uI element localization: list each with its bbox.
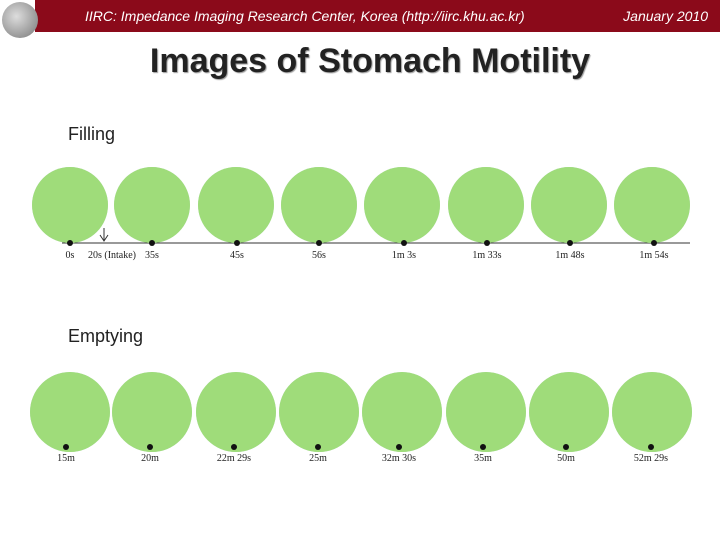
logo [2, 2, 38, 38]
timeline-dot [315, 444, 321, 450]
image-bg [531, 167, 607, 243]
timeline-dot [480, 444, 486, 450]
time-label: 32m 30s [382, 453, 416, 464]
time-label: 20s (Intake) [88, 250, 136, 261]
image-bg [364, 167, 440, 243]
image-bg [279, 372, 359, 452]
slide-title: Images of Stomach Motility [149, 42, 591, 80]
timeline-dot [651, 240, 657, 246]
image-bg [612, 372, 692, 452]
intake-arrow-head [99, 234, 109, 242]
timeline-dot [147, 444, 153, 450]
timeline-dot [567, 240, 573, 246]
time-label: 35m [474, 453, 492, 464]
time-label: 22m 29s [217, 453, 251, 464]
timeline-dot [234, 240, 240, 246]
image-bg [614, 167, 690, 243]
timeline-dot [63, 444, 69, 450]
image-bg [529, 372, 609, 452]
timeline-dot [316, 240, 322, 246]
image-bg [196, 372, 276, 452]
time-label: 52m 29s [634, 453, 668, 464]
header-bar: IIRC: Impedance Imaging Research Center,… [35, 0, 720, 32]
section-label: Filling [68, 124, 116, 144]
time-label: 1m 48s [555, 250, 584, 261]
header-title: IIRC: Impedance Imaging Research Center,… [85, 8, 525, 24]
timeline-dot [67, 240, 73, 246]
timeline-dot [231, 444, 237, 450]
image-bg [362, 372, 442, 452]
image-bg [30, 372, 110, 452]
time-label: 1m 54s [639, 250, 668, 261]
timeline-dot [563, 444, 569, 450]
time-label: 35s [145, 250, 159, 261]
time-label: 20m [141, 453, 159, 464]
image-bg [448, 167, 524, 243]
time-label: 45s [230, 250, 244, 261]
timeline-dot [648, 444, 654, 450]
header-date: January 2010 [623, 8, 708, 24]
section-label: Emptying [68, 326, 144, 346]
timeline-dot [401, 240, 407, 246]
time-label: 1m 3s [392, 250, 416, 261]
timeline-dot [396, 444, 402, 450]
time-label: 56s [312, 250, 326, 261]
timeline-dot [484, 240, 490, 246]
time-label: 25m [309, 453, 327, 464]
timeline-dot [149, 240, 155, 246]
image-bg [446, 372, 526, 452]
time-label: 0s [66, 250, 75, 261]
image-bg [114, 167, 190, 243]
time-label: 50m [557, 453, 575, 464]
image-bg [32, 167, 108, 243]
image-bg [112, 372, 192, 452]
image-bg [198, 167, 274, 243]
time-label: 15m [57, 453, 75, 464]
time-label: 1m 33s [472, 250, 501, 261]
image-bg [281, 167, 357, 243]
